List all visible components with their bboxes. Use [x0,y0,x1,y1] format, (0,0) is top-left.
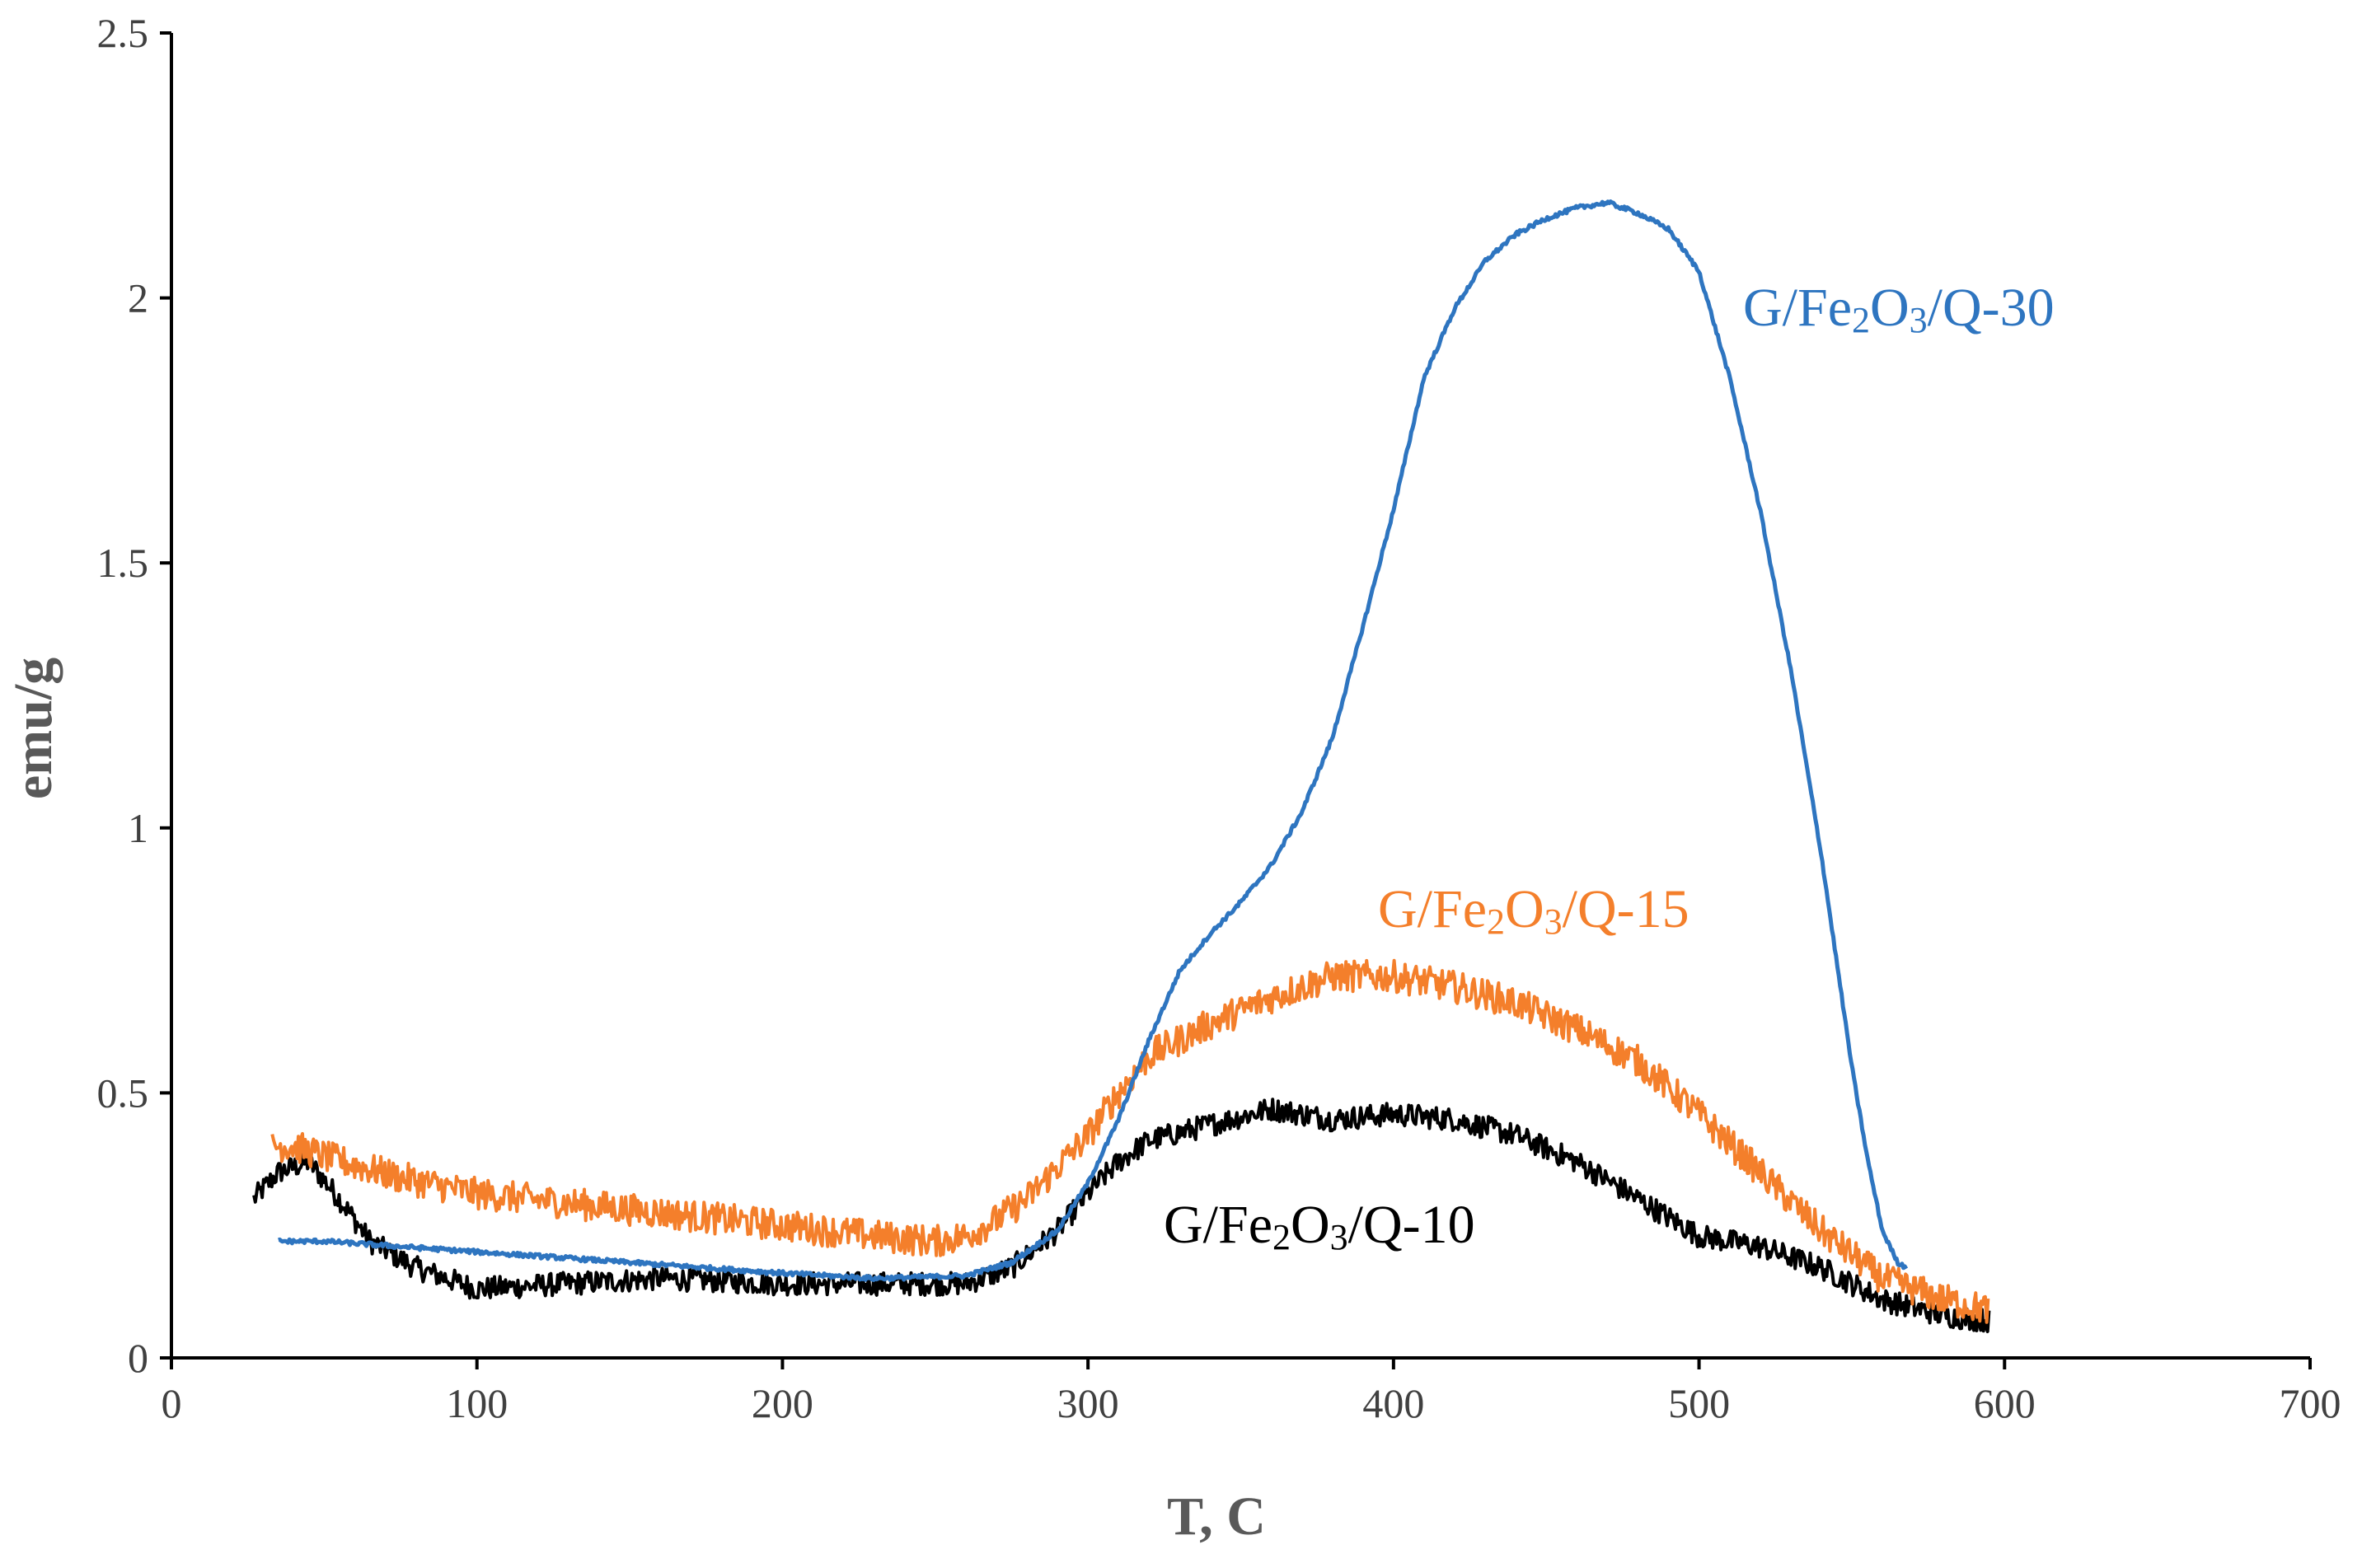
y-axis: 0 0.5 1 1.5 2 2.5 [97,10,173,1381]
series-label-q10-sub1: 2 [1272,1217,1291,1257]
series-label-q15-mid: O [1505,879,1544,939]
series-label-q30: G/Fe2O3/Q-30 [1743,278,2055,340]
x-axis: 0 100 200 300 400 500 600 700 [162,1356,2341,1426]
y-tick-label: 0 [128,1335,148,1381]
plot-lines [252,199,1991,1333]
series-line-q-15 [270,958,1990,1324]
y-tick-label: 0.5 [97,1070,149,1116]
y-tick-label: 2.5 [97,10,149,56]
x-tick-label: 600 [1974,1380,2036,1426]
series-label-q30-base: G/Fe [1743,278,1852,338]
series-label-q15-sub2: 3 [1544,901,1563,942]
x-tick-label: 100 [446,1380,508,1426]
series-label-q15-tail: /Q-15 [1563,879,1689,939]
series-line-q-30 [277,199,1909,1282]
series-label-q15-sub1: 2 [1487,901,1505,942]
x-tick-label: 400 [1362,1380,1424,1426]
x-tick-label: 300 [1057,1380,1119,1426]
series-label-q30-mid: O [1870,278,1910,338]
series-label-q10-tail: /Q-10 [1348,1195,1475,1255]
y-tick-label: 2 [128,275,148,321]
series-line-q-10 [252,1098,1991,1333]
series-label-q10-sub2: 3 [1330,1217,1348,1257]
series-label-q30-sub1: 2 [1852,300,1870,340]
x-axis-title: T, C [1167,1486,1266,1547]
series-label-q15: G/Fe2O3/Q-15 [1378,879,1689,942]
series-label-q30-sub2: 3 [1910,300,1928,340]
series-label-q10: G/Fe2O3/Q-10 [1164,1195,1475,1257]
x-tick-label: 500 [1668,1380,1730,1426]
x-tick-label: 700 [2280,1380,2341,1426]
x-tick-label: 200 [752,1380,813,1426]
y-tick-label: 1.5 [97,540,149,586]
y-axis-title: emu/g [3,658,63,799]
series-label-q10-base: G/Fe [1164,1195,1272,1255]
series-label-q10-mid: O [1291,1195,1330,1255]
y-tick-label: 1 [128,805,148,851]
x-tick-label: 0 [162,1380,182,1426]
series-label-q15-base: G/Fe [1378,879,1487,939]
series-label-q30-tail: /Q-30 [1928,278,2055,338]
